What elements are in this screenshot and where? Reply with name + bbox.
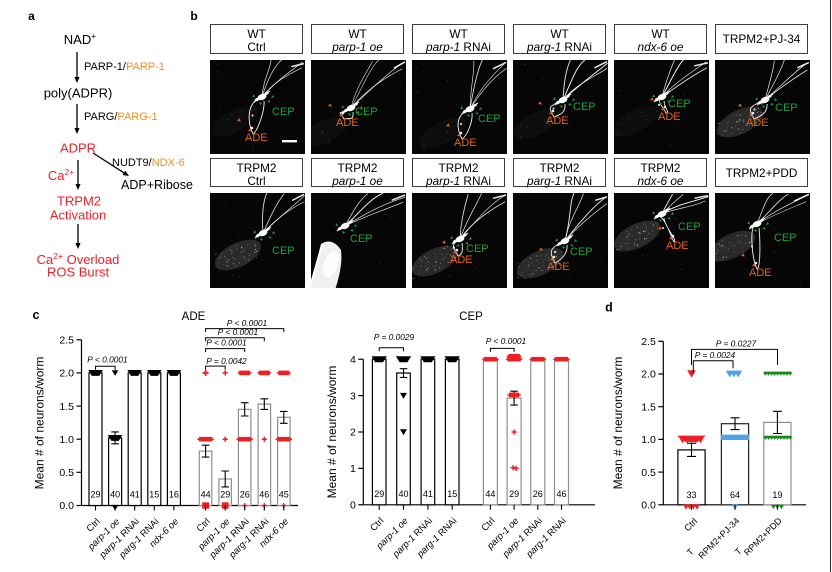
svg-text:ADE: ADE bbox=[666, 240, 689, 252]
svg-text:29: 29 bbox=[374, 489, 384, 499]
svg-text:T: T bbox=[733, 546, 744, 557]
svg-text:RPM2+PJ-34: RPM2+PJ-34 bbox=[696, 516, 741, 561]
svg-text:P < 0.0001: P < 0.0001 bbox=[206, 338, 246, 348]
svg-text:26: 26 bbox=[533, 489, 543, 499]
svg-text:0.0: 0.0 bbox=[59, 500, 74, 512]
svg-text:29: 29 bbox=[509, 489, 519, 499]
svg-text:Mean # of neurons/worm: Mean # of neurons/worm bbox=[325, 366, 339, 499]
svg-text:P < 0.0001: P < 0.0001 bbox=[486, 336, 526, 346]
svg-text:CEP: CEP bbox=[678, 221, 701, 233]
svg-text:40: 40 bbox=[110, 490, 120, 500]
svg-text:P < 0.0001: P < 0.0001 bbox=[227, 318, 267, 328]
svg-text:P = 0.0042: P = 0.0042 bbox=[206, 356, 247, 366]
svg-text:CEP: CEP bbox=[775, 102, 798, 114]
svg-text:P < 0.0001: P < 0.0001 bbox=[218, 327, 258, 337]
svg-text:29: 29 bbox=[220, 490, 230, 500]
svg-text:26: 26 bbox=[240, 490, 250, 500]
svg-text:CEP: CEP bbox=[459, 311, 483, 323]
svg-text:4: 4 bbox=[350, 354, 356, 366]
svg-text:33: 33 bbox=[686, 490, 696, 500]
svg-text:CEP: CEP bbox=[350, 233, 373, 245]
svg-text:15: 15 bbox=[149, 490, 159, 500]
svg-text:45: 45 bbox=[279, 490, 289, 500]
svg-text:2: 2 bbox=[350, 427, 356, 439]
svg-text:Mean # of neurons/worm: Mean # of neurons/worm bbox=[611, 357, 625, 490]
svg-text:CEP: CEP bbox=[478, 113, 501, 125]
svg-text:CEP: CEP bbox=[668, 98, 691, 110]
svg-text:15: 15 bbox=[447, 489, 457, 499]
svg-text:P = 0.0227: P = 0.0227 bbox=[716, 339, 757, 349]
svg-text:0.0: 0.0 bbox=[641, 500, 656, 512]
svg-text:44: 44 bbox=[485, 489, 495, 499]
svg-text:CEP: CEP bbox=[272, 245, 295, 257]
svg-text:P < 0.0001: P < 0.0001 bbox=[87, 354, 127, 364]
svg-text:41: 41 bbox=[423, 489, 433, 499]
svg-text:T: T bbox=[685, 546, 696, 557]
svg-text:3: 3 bbox=[350, 390, 356, 402]
svg-text:1.5: 1.5 bbox=[59, 401, 74, 413]
svg-text:2.5: 2.5 bbox=[59, 334, 74, 346]
svg-text:CEP: CEP bbox=[355, 106, 378, 118]
svg-text:44: 44 bbox=[201, 490, 211, 500]
svg-text:c: c bbox=[33, 308, 40, 322]
svg-text:40: 40 bbox=[398, 489, 408, 499]
svg-text:ADE: ADE bbox=[336, 117, 359, 129]
svg-text:P = 0.0029: P = 0.0029 bbox=[374, 332, 415, 342]
svg-text:Mean # of neurons/worm: Mean # of neurons/worm bbox=[33, 357, 47, 490]
svg-text:0.5: 0.5 bbox=[59, 467, 74, 479]
svg-text:CEP: CEP bbox=[573, 101, 596, 113]
svg-text:P = 0.0024: P = 0.0024 bbox=[695, 350, 736, 360]
svg-text:2.5: 2.5 bbox=[641, 336, 656, 348]
svg-text:CEP: CEP bbox=[570, 246, 593, 258]
svg-text:ADE: ADE bbox=[746, 117, 769, 129]
svg-text:Ctrl: Ctrl bbox=[368, 515, 386, 533]
svg-text:Ctrl: Ctrl bbox=[479, 515, 497, 533]
svg-text:RPM2+PDD: RPM2+PDD bbox=[742, 515, 784, 557]
svg-text:0: 0 bbox=[350, 500, 356, 512]
svg-text:19: 19 bbox=[772, 490, 782, 500]
svg-text:0.5: 0.5 bbox=[641, 467, 656, 479]
svg-text:CEP: CEP bbox=[466, 243, 489, 255]
svg-text:1.0: 1.0 bbox=[641, 434, 656, 446]
svg-text:64: 64 bbox=[730, 490, 740, 500]
svg-text:2.0: 2.0 bbox=[641, 369, 656, 381]
svg-text:2.0: 2.0 bbox=[59, 368, 74, 380]
svg-text:46: 46 bbox=[556, 489, 566, 499]
svg-text:Ctrl: Ctrl bbox=[682, 516, 699, 533]
svg-text:16: 16 bbox=[169, 490, 179, 500]
svg-text:ADE: ADE bbox=[245, 132, 268, 144]
svg-text:ADE: ADE bbox=[658, 111, 681, 123]
svg-text:41: 41 bbox=[130, 490, 140, 500]
svg-text:d: d bbox=[605, 301, 613, 315]
svg-text:ADE: ADE bbox=[547, 261, 570, 273]
svg-text:ADE: ADE bbox=[454, 137, 477, 149]
svg-text:ADE: ADE bbox=[450, 254, 473, 266]
svg-text:29: 29 bbox=[90, 490, 100, 500]
svg-text:ADE: ADE bbox=[546, 115, 569, 127]
svg-text:1.0: 1.0 bbox=[59, 434, 74, 446]
svg-text:ADE: ADE bbox=[182, 311, 206, 323]
svg-text:46: 46 bbox=[259, 490, 269, 500]
svg-text:ADE: ADE bbox=[749, 267, 772, 279]
svg-text:CEP: CEP bbox=[272, 106, 295, 118]
svg-text:1: 1 bbox=[350, 463, 356, 475]
svg-text:1.5: 1.5 bbox=[641, 401, 656, 413]
svg-text:CEP: CEP bbox=[774, 232, 797, 244]
